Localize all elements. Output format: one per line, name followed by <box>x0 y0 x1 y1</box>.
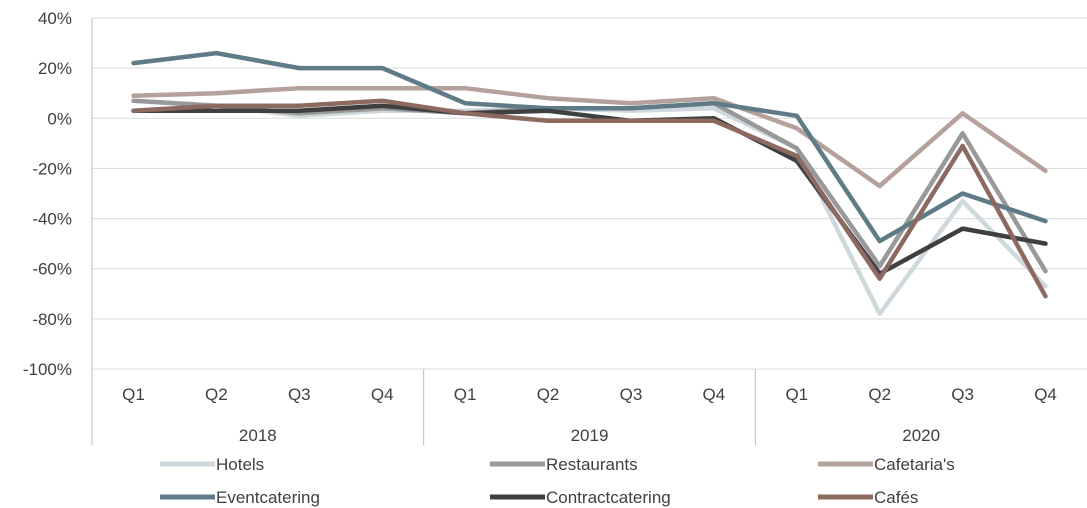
y-tick-label: 20% <box>38 59 72 78</box>
gridlines <box>92 17 1087 370</box>
x-tick-label: Q3 <box>620 385 643 404</box>
x-tick-label: Q1 <box>122 385 145 404</box>
x-tick-label: Q3 <box>288 385 311 404</box>
x-axis: Q1 Q2 Q3 Q4 Q1 Q2 Q3 Q4 Q1 Q2 Q3 Q4 2018 2019 2020 <box>91 18 1057 445</box>
x-tick-label: Q2 <box>205 385 228 404</box>
legend-label: Cafés <box>874 488 918 507</box>
series-line-cafetaria-s <box>131 85 1048 189</box>
x-group-label: 2018 <box>239 426 277 445</box>
y-tick-label: 40% <box>38 9 72 28</box>
legend-label: Cafetaria's <box>874 455 955 474</box>
y-tick-label: 0% <box>47 109 72 128</box>
x-group-label: 2020 <box>902 426 940 445</box>
x-tick-label: Q1 <box>785 385 808 404</box>
x-tick-label: Q4 <box>1034 385 1057 404</box>
legend-label: Hotels <box>216 455 264 474</box>
series-line-contractcatering <box>131 103 1048 276</box>
legend-label: Contractcatering <box>546 488 671 507</box>
y-tick-label: -40% <box>32 210 72 229</box>
x-tick-label: Q1 <box>454 385 477 404</box>
legend-label: Eventcatering <box>216 488 320 507</box>
y-tick-label: -100% <box>23 360 72 379</box>
x-tick-label: Q2 <box>537 385 560 404</box>
series-lines <box>131 50 1048 317</box>
y-tick-label: -80% <box>32 310 72 329</box>
x-tick-label: Q4 <box>703 385 726 404</box>
y-tick-label: -60% <box>32 260 72 279</box>
x-group-label: 2019 <box>571 426 609 445</box>
y-axis: 40% 20% 0% -20% -40% -60% -80% -100% <box>23 9 72 379</box>
series-line-hotels <box>131 98 1048 317</box>
x-tick-label: Q3 <box>951 385 974 404</box>
x-tick-label: Q4 <box>371 385 394 404</box>
x-tick-label: Q2 <box>868 385 891 404</box>
series-line-eventcatering <box>131 50 1048 244</box>
legend: Hotels Restaurants Cafetaria's Eventcaterin… <box>160 455 955 507</box>
series-line-restaurants <box>131 98 1048 274</box>
y-tick-label: -20% <box>32 159 72 178</box>
series-line-caf-s <box>131 98 1048 299</box>
legend-label: Restaurants <box>546 455 638 474</box>
